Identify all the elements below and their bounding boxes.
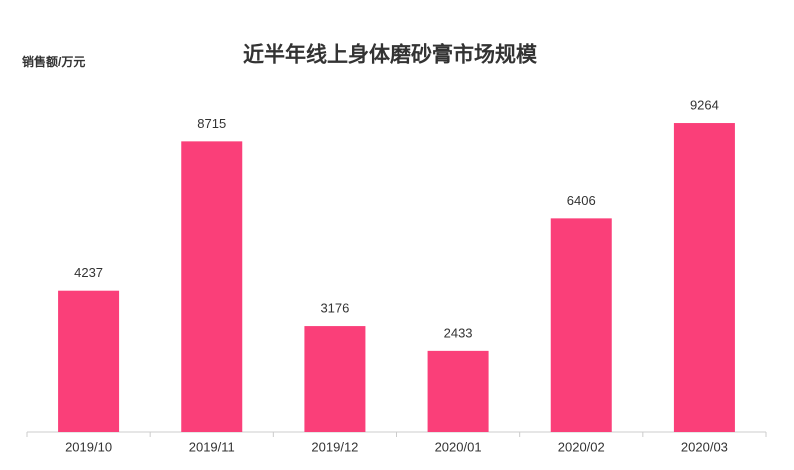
y-axis-label: 销售额/万元 bbox=[22, 54, 85, 69]
value-label: 9264 bbox=[690, 97, 719, 112]
x-tick-label: 2020/03 bbox=[681, 439, 728, 454]
bar bbox=[427, 350, 489, 432]
x-tick-label: 2020/02 bbox=[558, 439, 605, 454]
value-label: 4237 bbox=[74, 265, 103, 280]
x-tick-label: 2019/11 bbox=[189, 439, 235, 454]
bar bbox=[181, 141, 243, 433]
bar bbox=[673, 123, 735, 433]
x-tick-label: 2019/10 bbox=[65, 439, 112, 454]
bar bbox=[304, 326, 366, 432]
bar bbox=[550, 218, 612, 432]
value-label: 8715 bbox=[197, 116, 226, 131]
bar bbox=[58, 290, 120, 432]
chart-title: 近半年线上身体磨砂膏市场规模 bbox=[243, 43, 538, 67]
x-tick-label: 2020/01 bbox=[435, 439, 482, 454]
value-label: 2433 bbox=[444, 325, 473, 340]
value-label: 6406 bbox=[567, 193, 596, 208]
x-tick-label: 2019/12 bbox=[311, 439, 358, 454]
value-label: 3176 bbox=[320, 301, 349, 316]
